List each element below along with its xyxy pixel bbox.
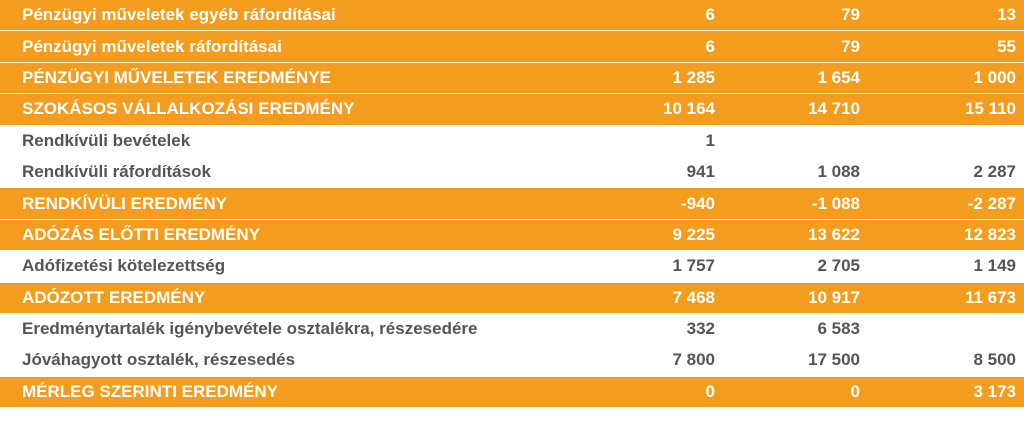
- row-label: RENDKÍVÜLI EREDMÉNY: [22, 193, 227, 213]
- value-col-3: 1 149: [973, 256, 1016, 276]
- value-col-2: 0: [850, 381, 860, 401]
- value-col-2: -1 088: [811, 193, 860, 213]
- value-col-1: 9 225: [672, 224, 715, 244]
- row-label: Jóváhagyott osztalék, részesedés: [22, 350, 296, 370]
- value-col-2: 6 583: [817, 319, 860, 339]
- value-col-2: 13 622: [808, 224, 860, 244]
- row-label: Adófizetési kötelezettség: [22, 256, 226, 276]
- value-col-1: 1 757: [672, 256, 715, 276]
- table-row: RENDKÍVÜLI EREDMÉNY -940 -1 088 -2 287: [0, 188, 1024, 220]
- row-label: Rendkívüli ráfordítások: [22, 162, 211, 182]
- row-label: Rendkívüli bevételek: [22, 130, 191, 150]
- table-row: Pénzügyi műveletek egyéb ráfordításai 6 …: [0, 0, 1024, 32]
- row-label: SZOKÁSOS VÁLLALKOZÁSI EREDMÉNY: [22, 99, 355, 119]
- table-row: Rendkívüli bevételek 1: [0, 125, 1024, 157]
- value-col-1: 332: [686, 319, 715, 339]
- value-col-3: 1 000: [973, 67, 1016, 87]
- row-label: ADÓZÁS ELŐTTI EREDMÉNY: [22, 224, 261, 244]
- row-label: Pénzügyi műveletek egyéb ráfordításai: [22, 5, 336, 25]
- value-col-2: 1 088: [817, 162, 860, 182]
- table-row: Adófizetési kötelezettség 1 757 2 705 1 …: [0, 251, 1024, 283]
- row-label: Eredménytartalék igénybevétele osztalékr…: [22, 319, 478, 339]
- value-col-3: 13: [997, 5, 1016, 25]
- value-col-1: 1: [705, 130, 715, 150]
- value-col-3: -2 287: [967, 193, 1016, 213]
- value-col-2: 79: [841, 36, 860, 56]
- table-row: ADÓZÁS ELŐTTI EREDMÉNY 9 225 13 622 12 8…: [0, 219, 1024, 252]
- value-col-3: 15 110: [964, 99, 1016, 119]
- row-label: PÉNZÜGYI MŰVELETEK EREDMÉNYE: [22, 67, 331, 87]
- value-col-3: 2 287: [973, 162, 1016, 182]
- row-label: MÉRLEG SZERINTI EREDMÉNY: [22, 381, 278, 401]
- value-col-2: 14 710: [808, 99, 860, 119]
- value-col-2: 2 705: [817, 256, 860, 276]
- table-row: ADÓZOTT EREDMÉNY 7 468 10 917 11 673: [0, 282, 1024, 314]
- value-col-3: 8 500: [973, 350, 1016, 370]
- value-col-1: 1 285: [672, 67, 715, 87]
- value-col-1: 7 800: [672, 350, 715, 370]
- table-row: Eredménytartalék igénybevétele osztalékr…: [0, 313, 1024, 346]
- value-col-3: 3 173: [973, 381, 1016, 401]
- table-row: SZOKÁSOS VÁLLALKOZÁSI EREDMÉNY 10 164 14…: [0, 94, 1024, 126]
- table-row: Pénzügyi műveletek ráfordításai 6 79 55: [0, 31, 1024, 63]
- value-col-3: 11 673: [964, 287, 1016, 307]
- value-col-1: 0: [705, 381, 715, 401]
- table-row: MÉRLEG SZERINTI EREDMÉNY 0 0 3 173: [0, 376, 1024, 409]
- value-col-1: 7 468: [672, 287, 715, 307]
- value-col-1: -940: [680, 193, 715, 213]
- value-col-1: 941: [686, 162, 715, 182]
- row-label: ADÓZOTT EREDMÉNY: [22, 287, 206, 307]
- financial-table: Pénzügyi műveletek egyéb ráfordításai 6 …: [0, 0, 1024, 409]
- value-col-1: 10 164: [663, 99, 715, 119]
- value-col-2: 10 917: [808, 287, 860, 307]
- value-col-1: 6: [705, 5, 715, 25]
- value-col-1: 6: [705, 36, 715, 56]
- table-row: Rendkívüli ráfordítások 941 1 088 2 287: [0, 156, 1024, 189]
- table-row: PÉNZÜGYI MŰVELETEK EREDMÉNYE 1 285 1 654…: [0, 62, 1024, 95]
- value-col-2: 79: [841, 5, 860, 25]
- value-col-2: 17 500: [808, 350, 860, 370]
- value-col-2: 1 654: [817, 67, 860, 87]
- table-row: Jóváhagyott osztalék, részesedés 7 800 1…: [0, 345, 1024, 377]
- row-label: Pénzügyi műveletek ráfordításai: [22, 36, 282, 56]
- value-col-3: 12 823: [964, 224, 1016, 244]
- value-col-3: 55: [997, 36, 1016, 56]
